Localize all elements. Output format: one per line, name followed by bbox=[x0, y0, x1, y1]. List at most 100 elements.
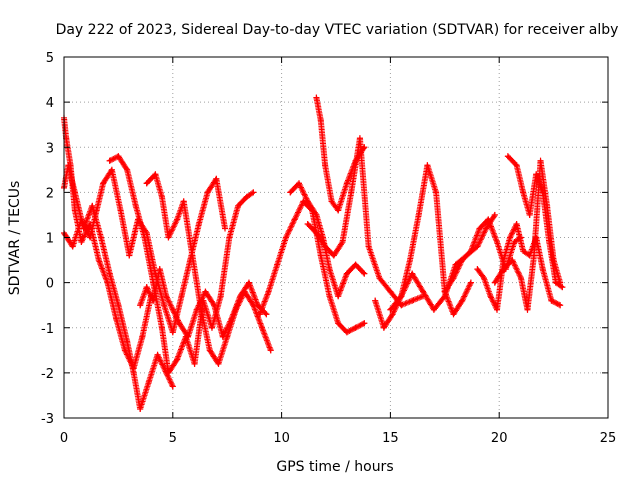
data-point bbox=[491, 211, 498, 218]
data-point bbox=[106, 157, 113, 164]
data-point bbox=[126, 252, 133, 259]
data-point bbox=[108, 166, 115, 173]
data-point bbox=[398, 302, 405, 309]
data-point bbox=[507, 234, 514, 241]
data-point bbox=[219, 333, 226, 340]
data-point bbox=[459, 257, 466, 264]
data-point bbox=[158, 324, 165, 331]
data-point bbox=[420, 288, 427, 295]
data-point bbox=[137, 302, 144, 309]
x-tick-label: 5 bbox=[169, 431, 177, 446]
data-point bbox=[517, 275, 524, 282]
series-pass-10 bbox=[304, 135, 427, 309]
data-point bbox=[459, 297, 466, 304]
data-point bbox=[348, 189, 355, 196]
data-point bbox=[282, 234, 289, 241]
data-point bbox=[476, 225, 483, 232]
data-point bbox=[204, 189, 211, 196]
data-point bbox=[143, 284, 150, 291]
axis-ticks: 0 5 10 15 20 25 -3 -2 -1 0 1 2 3 4 5 bbox=[41, 51, 616, 446]
data-point bbox=[483, 225, 490, 232]
data-point bbox=[494, 306, 501, 313]
y-tick-label: -1 bbox=[41, 322, 54, 337]
data-point bbox=[491, 279, 498, 286]
data-point bbox=[474, 266, 481, 273]
data-point bbox=[520, 248, 527, 255]
data-point bbox=[313, 211, 320, 218]
data-point bbox=[202, 288, 209, 295]
data-point bbox=[409, 297, 416, 304]
data-point bbox=[250, 189, 257, 196]
x-tick-label: 0 bbox=[60, 431, 68, 446]
data-point bbox=[313, 229, 320, 236]
data-point bbox=[256, 311, 263, 318]
data-point bbox=[195, 220, 202, 227]
data-point bbox=[169, 329, 176, 336]
data-point bbox=[93, 207, 100, 214]
data-point bbox=[322, 243, 329, 250]
y-tick-label: 1 bbox=[46, 232, 54, 247]
data-point bbox=[143, 180, 150, 187]
data-point bbox=[71, 207, 78, 214]
data-point bbox=[185, 333, 192, 340]
data-point bbox=[317, 252, 324, 259]
data-point bbox=[352, 324, 359, 331]
data-point bbox=[139, 333, 146, 340]
data-point bbox=[115, 153, 122, 160]
data-point bbox=[78, 216, 85, 223]
data-point bbox=[356, 135, 363, 142]
data-point bbox=[263, 311, 270, 318]
data-point bbox=[89, 202, 96, 209]
data-point bbox=[550, 257, 557, 264]
data-point bbox=[274, 261, 281, 268]
data-point bbox=[243, 193, 250, 200]
data-point bbox=[156, 266, 163, 273]
data-point bbox=[213, 175, 220, 182]
data-point bbox=[343, 329, 350, 336]
data-point bbox=[335, 320, 342, 327]
data-point bbox=[509, 257, 516, 264]
data-point bbox=[121, 347, 128, 354]
data-point bbox=[467, 279, 474, 286]
data-point bbox=[115, 302, 122, 309]
y-tick-label: 0 bbox=[46, 277, 54, 292]
data-point bbox=[150, 297, 157, 304]
series-pass-16 bbox=[491, 157, 564, 313]
data-point bbox=[313, 94, 320, 101]
data-point bbox=[504, 153, 511, 160]
data-point bbox=[317, 117, 324, 124]
data-point bbox=[235, 202, 242, 209]
y-tick-label: 2 bbox=[46, 186, 54, 201]
data-point bbox=[485, 216, 492, 223]
data-point bbox=[180, 198, 187, 205]
y-tick-label: 4 bbox=[46, 96, 54, 111]
data-points bbox=[61, 94, 566, 412]
data-point bbox=[211, 302, 218, 309]
data-point bbox=[78, 239, 85, 246]
x-tick-label: 10 bbox=[273, 431, 290, 446]
data-point bbox=[228, 315, 235, 322]
y-tick-label: -3 bbox=[41, 412, 54, 427]
data-point bbox=[361, 270, 368, 277]
data-point bbox=[145, 378, 152, 385]
data-point bbox=[137, 405, 144, 412]
y-tick-label: -2 bbox=[41, 367, 54, 382]
data-point bbox=[106, 270, 113, 277]
data-point bbox=[365, 243, 372, 250]
data-point bbox=[330, 252, 337, 259]
data-point bbox=[450, 275, 457, 282]
data-point bbox=[193, 306, 200, 313]
data-point bbox=[291, 216, 298, 223]
data-point bbox=[304, 198, 311, 205]
data-point bbox=[533, 171, 540, 178]
data-point bbox=[513, 220, 520, 227]
data-point bbox=[152, 171, 159, 178]
data-point bbox=[559, 284, 566, 291]
data-point bbox=[409, 270, 416, 277]
data-point bbox=[531, 252, 538, 259]
data-point bbox=[189, 252, 196, 259]
data-point bbox=[97, 234, 104, 241]
data-point bbox=[500, 266, 507, 273]
data-point bbox=[424, 162, 431, 169]
data-point bbox=[430, 306, 437, 313]
